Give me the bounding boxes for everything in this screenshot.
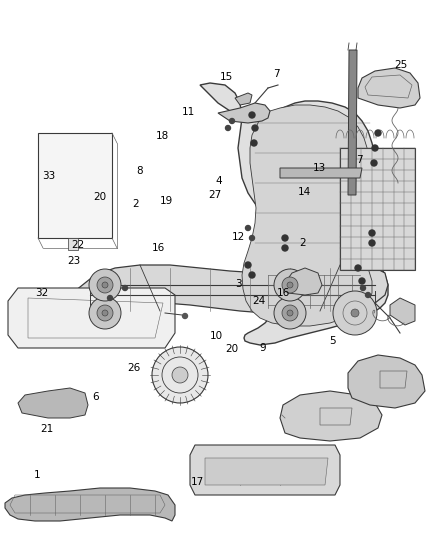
Circle shape	[249, 112, 255, 118]
Circle shape	[246, 225, 251, 230]
Circle shape	[102, 310, 108, 316]
Text: 13: 13	[313, 163, 326, 173]
Text: 18: 18	[155, 131, 169, 141]
Circle shape	[274, 297, 306, 329]
Circle shape	[375, 130, 381, 136]
Circle shape	[102, 282, 108, 288]
Circle shape	[287, 282, 293, 288]
Polygon shape	[205, 458, 328, 485]
Circle shape	[97, 277, 113, 293]
Circle shape	[97, 305, 113, 321]
Circle shape	[360, 286, 365, 290]
Text: 32: 32	[35, 288, 48, 298]
Polygon shape	[218, 103, 270, 123]
Text: 8: 8	[136, 166, 143, 175]
Circle shape	[107, 295, 113, 301]
Polygon shape	[358, 68, 420, 108]
Text: 2: 2	[132, 199, 139, 208]
Text: 7: 7	[356, 155, 363, 165]
Text: 15: 15	[220, 72, 233, 82]
Text: 20: 20	[93, 192, 106, 202]
Text: 1: 1	[34, 471, 41, 480]
Circle shape	[152, 347, 208, 403]
Text: 25: 25	[394, 60, 407, 70]
Polygon shape	[200, 83, 388, 345]
Circle shape	[252, 125, 258, 131]
Text: 26: 26	[127, 363, 140, 373]
Text: 5: 5	[329, 336, 336, 346]
Polygon shape	[190, 445, 340, 495]
Circle shape	[351, 309, 359, 317]
Polygon shape	[285, 268, 322, 295]
Text: 10: 10	[210, 331, 223, 341]
Polygon shape	[348, 50, 357, 195]
Circle shape	[274, 269, 306, 301]
Text: 2: 2	[299, 238, 306, 247]
Polygon shape	[235, 93, 252, 105]
Text: 12: 12	[232, 232, 245, 242]
Circle shape	[245, 262, 251, 268]
Text: 17: 17	[191, 478, 204, 487]
Circle shape	[251, 140, 257, 146]
Circle shape	[333, 291, 377, 335]
Text: 20: 20	[226, 344, 239, 354]
Text: 27: 27	[208, 190, 221, 199]
Circle shape	[282, 245, 288, 251]
Polygon shape	[75, 265, 388, 313]
Circle shape	[89, 269, 121, 301]
Text: 22: 22	[71, 240, 85, 250]
Text: 6: 6	[92, 392, 99, 402]
Text: 16: 16	[277, 288, 290, 298]
Circle shape	[359, 278, 365, 284]
Text: 4: 4	[215, 176, 223, 186]
Polygon shape	[280, 391, 382, 441]
Text: 23: 23	[67, 256, 80, 266]
Polygon shape	[5, 488, 175, 521]
Polygon shape	[348, 355, 425, 408]
Polygon shape	[68, 238, 78, 250]
Text: 11: 11	[182, 107, 195, 117]
Circle shape	[372, 145, 378, 151]
Text: 24: 24	[252, 296, 265, 306]
Polygon shape	[18, 388, 88, 418]
Circle shape	[282, 277, 298, 293]
Text: 3: 3	[235, 279, 242, 288]
Circle shape	[282, 305, 298, 321]
Polygon shape	[280, 168, 362, 178]
Text: 33: 33	[42, 171, 56, 181]
Circle shape	[172, 367, 188, 383]
Circle shape	[123, 286, 127, 290]
Text: 21: 21	[40, 424, 53, 434]
Polygon shape	[242, 105, 372, 326]
Polygon shape	[8, 288, 175, 348]
Circle shape	[89, 297, 121, 329]
Text: 19: 19	[160, 197, 173, 206]
Text: 9: 9	[259, 343, 266, 352]
Circle shape	[183, 313, 187, 319]
Text: 16: 16	[152, 243, 165, 253]
Circle shape	[287, 310, 293, 316]
Circle shape	[249, 272, 255, 278]
Polygon shape	[38, 133, 112, 238]
Circle shape	[365, 293, 371, 297]
Polygon shape	[390, 298, 415, 325]
Text: 7: 7	[272, 69, 279, 78]
Circle shape	[230, 118, 234, 124]
Text: 14: 14	[298, 187, 311, 197]
Circle shape	[250, 236, 254, 240]
Circle shape	[369, 230, 375, 236]
Circle shape	[371, 160, 377, 166]
Circle shape	[282, 235, 288, 241]
Circle shape	[355, 265, 361, 271]
Circle shape	[226, 125, 230, 131]
Circle shape	[369, 240, 375, 246]
Polygon shape	[340, 148, 415, 270]
